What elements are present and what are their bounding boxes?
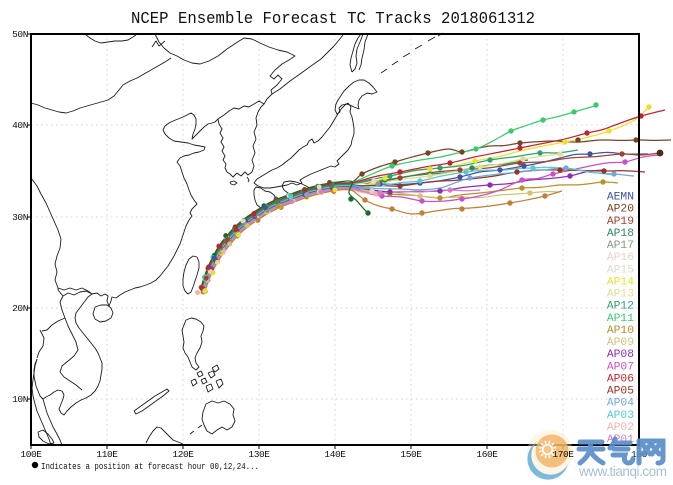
svg-text:AP15: AP15 [607, 264, 634, 276]
svg-text:AP16: AP16 [607, 252, 634, 264]
svg-text:AP02: AP02 [607, 422, 634, 434]
svg-text:170E: 170E [552, 449, 574, 460]
svg-text:AP20: AP20 [607, 204, 634, 216]
svg-text:NCEP Ensemble Forecast TC Trac: NCEP Ensemble Forecast TC Tracks 2018061… [131, 10, 535, 29]
svg-text:140E: 140E [324, 449, 346, 460]
svg-text:AP07: AP07 [607, 361, 634, 373]
svg-text:110E: 110E [96, 449, 118, 460]
svg-text:AP13: AP13 [607, 289, 634, 301]
svg-text:AP09: AP09 [607, 337, 634, 349]
svg-text:10N: 10N [12, 394, 28, 405]
svg-text:AP17: AP17 [607, 240, 634, 252]
svg-text:www.tianqi.com: www.tianqi.com [578, 464, 667, 479]
svg-text:AP04: AP04 [607, 398, 634, 410]
svg-text:40N: 40N [12, 120, 28, 131]
svg-text:130E: 130E [248, 449, 270, 460]
svg-text:AP08: AP08 [607, 349, 634, 361]
svg-text:150E: 150E [400, 449, 422, 460]
svg-text:100E: 100E [20, 449, 42, 460]
svg-text:AP12: AP12 [607, 301, 634, 313]
svg-text:AEMN: AEMN [607, 192, 634, 204]
svg-text:AP03: AP03 [607, 410, 634, 422]
svg-text:30N: 30N [12, 212, 28, 223]
svg-text:50N: 50N [12, 29, 28, 40]
svg-text:AP19: AP19 [607, 216, 634, 228]
svg-text:120E: 120E [172, 449, 194, 460]
svg-text:20N: 20N [12, 303, 28, 314]
svg-text:AP18: AP18 [607, 228, 634, 240]
svg-text:AP06: AP06 [607, 373, 634, 385]
svg-text:Indicates a position at foreca: Indicates a position at forecast hour 00… [41, 461, 259, 472]
svg-text:160E: 160E [476, 449, 498, 460]
svg-text:AP11: AP11 [607, 313, 634, 325]
svg-text:AP05: AP05 [607, 386, 634, 398]
svg-text:AP10: AP10 [607, 325, 634, 337]
svg-text:AP14: AP14 [607, 276, 634, 288]
